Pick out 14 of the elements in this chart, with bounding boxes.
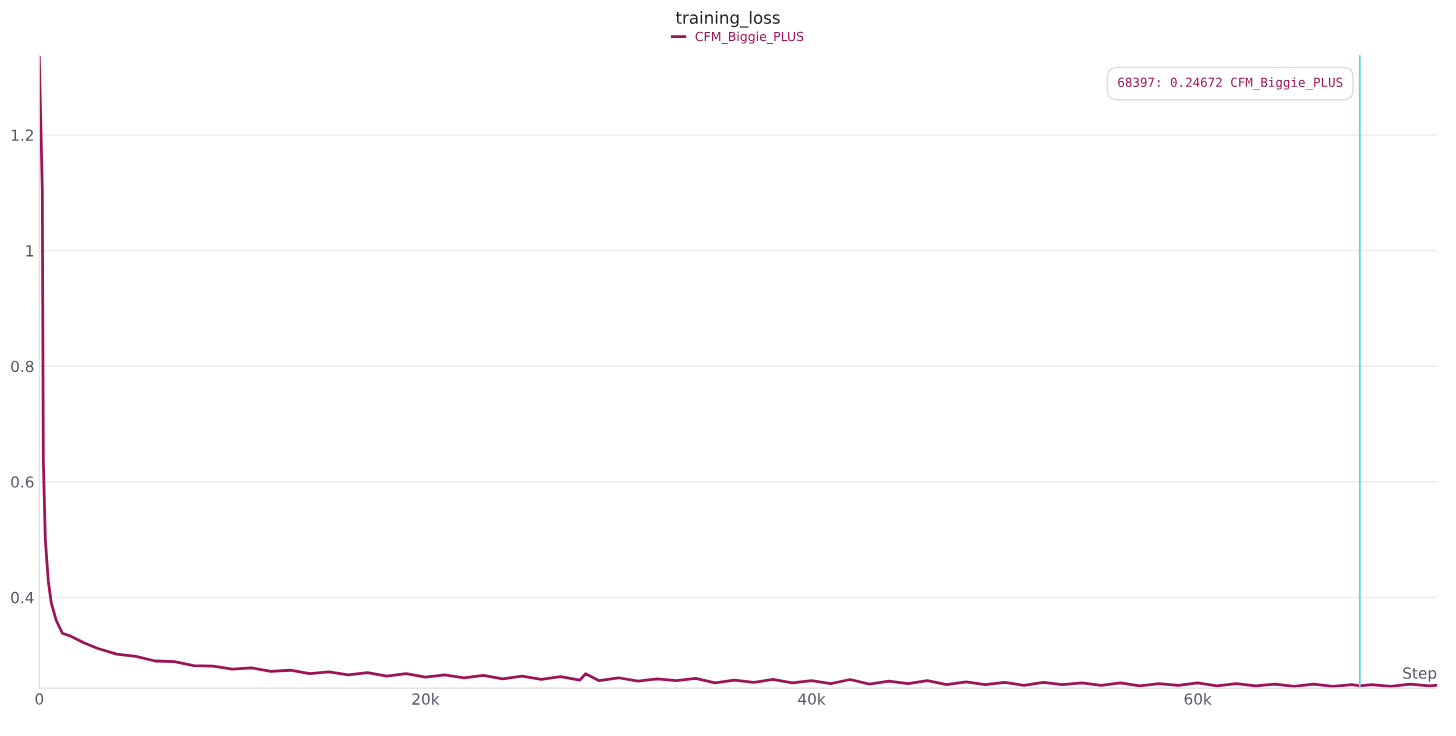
y-tick-label: 0.6 [11, 476, 34, 488]
legend-label: CFM_Biggie_PLUS [695, 31, 804, 44]
x-tick-label: 60k [1184, 693, 1212, 705]
x-tick-label: 40k [798, 693, 826, 705]
chart-title: training_loss [675, 11, 780, 28]
x-tick-label: 20k [412, 693, 440, 705]
x-axis-title: Step [1403, 667, 1437, 682]
y-tick-label: 1 [26, 245, 34, 257]
y-tick-label: 1.2 [11, 129, 33, 141]
x-tick-label: 0 [35, 693, 44, 705]
annotation: 68397: 0.24672 CFM_Biggie_PLUS [1118, 77, 1343, 90]
y-tick-label: 0.8 [11, 360, 34, 373]
y-tick-label: 0.4 [11, 591, 34, 604]
line-series [39, 56, 1438, 688]
